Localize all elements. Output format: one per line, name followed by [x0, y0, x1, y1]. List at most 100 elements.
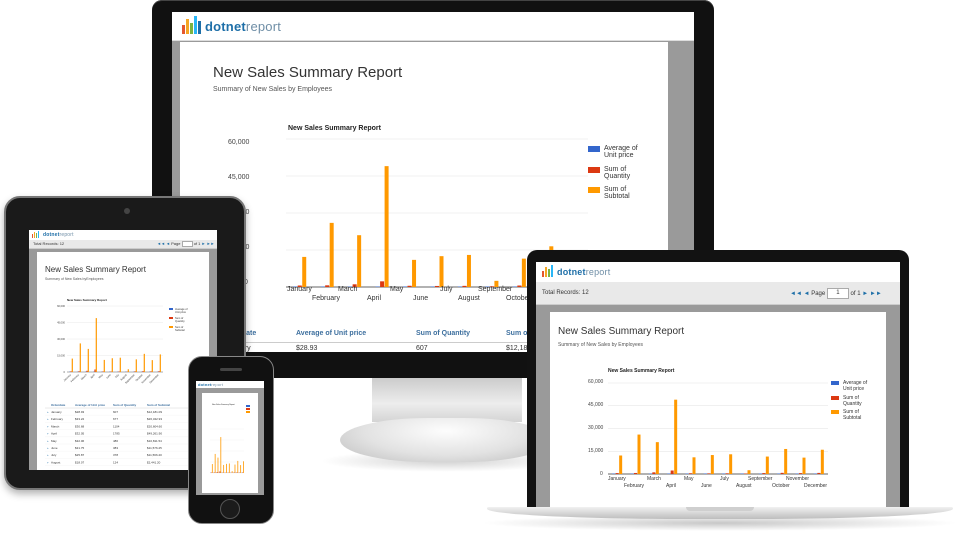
legend-label: Sum of Subtotal	[604, 186, 630, 200]
laptop-shadow	[480, 515, 960, 531]
page-input[interactable]	[181, 241, 193, 247]
bar	[216, 472, 218, 473]
bar-july-qty	[725, 473, 729, 474]
bar-december-sub	[820, 449, 824, 474]
bar	[211, 464, 213, 473]
prev-page-icon[interactable]: ◄	[803, 291, 810, 298]
laptop-screen: dotnetreport Total Records: 12 ◄◄ ◄ Page…	[536, 262, 900, 508]
expand-icon: +	[47, 439, 49, 443]
chart-title: New Sales Summary Report	[67, 298, 107, 302]
expand-icon: +	[47, 460, 49, 464]
page-input[interactable]: 1	[826, 288, 849, 299]
table-cell: July	[51, 453, 57, 457]
y-tick-label: 30,000	[588, 425, 604, 431]
y-tick-label: 45,000	[57, 321, 65, 325]
x-tick-label: April	[89, 373, 96, 380]
bar	[237, 460, 239, 473]
app-logo[interactable]: dotnetreport	[32, 231, 74, 238]
x-tick-label: October	[134, 373, 143, 382]
y-tick-label: 60,000	[588, 379, 604, 385]
x-tick-label: May	[390, 286, 404, 293]
bar-september-qty	[762, 473, 766, 474]
x-tick-label: September	[478, 286, 513, 293]
phone-app-header: dotnetreport	[196, 381, 264, 388]
legend-item-sub[interactable]: Sum of Subtotal	[588, 186, 630, 200]
bar-april-qty	[670, 470, 674, 474]
app-logo[interactable]: dotnetreport	[542, 265, 610, 277]
bar-january-avg	[293, 286, 298, 287]
bar-november-avg	[795, 473, 799, 474]
app-logo[interactable]: dotnetreport	[198, 382, 223, 387]
expand-icon: +	[47, 453, 49, 457]
table-cell: $49,261.90	[147, 432, 162, 436]
legend-item-sub[interactable]: Sum of Subtotal	[831, 409, 861, 421]
bar-november-sub	[802, 457, 806, 474]
report-subtitle: Summary of New Sales by Employees	[558, 342, 644, 348]
last-page-icon[interactable]: ►►	[869, 291, 882, 298]
logo-text: dotnetreport	[557, 267, 611, 277]
logo-bars-icon	[182, 16, 201, 34]
x-tick-label: October	[772, 483, 790, 489]
legend-item-avg[interactable]: Average of Unit price	[588, 145, 638, 159]
column-header: Average of Unit price	[75, 403, 105, 407]
legend-item-qty[interactable]: Sum of Quantity	[588, 166, 630, 180]
legend-label: Average of Unit price	[843, 380, 868, 392]
column-header-sum-quantity[interactable]: Sum of Quantity	[416, 330, 471, 337]
legend-label: Sum of	[175, 325, 183, 329]
bar-january-sub	[619, 455, 623, 474]
bar	[151, 360, 153, 372]
of-label: of	[850, 291, 856, 298]
bar-june-avg	[703, 473, 707, 474]
bar	[240, 465, 242, 473]
bar-july-sub	[729, 454, 733, 474]
x-tick-label: December	[804, 483, 828, 489]
legend-label: Sum of Quantity	[604, 166, 631, 180]
bar	[95, 318, 97, 372]
bar-july-avg	[722, 473, 726, 474]
first-page-icon[interactable]: ◄◄	[790, 291, 802, 298]
legend-item-qty[interactable]: Sum of Quantity	[831, 395, 862, 407]
table-cell: $26,342.93	[147, 417, 162, 421]
x-tick-label: January	[287, 286, 312, 293]
app-logo[interactable]: dotnetreport	[182, 16, 281, 34]
y-tick-label: 60,000	[57, 304, 65, 308]
legend-item-avg[interactable]: Average of Unit price	[831, 380, 867, 392]
next-page-icon[interactable]: ►	[862, 291, 869, 298]
table-cell: $31.75	[75, 446, 85, 450]
bar-december-qty	[817, 472, 821, 474]
bar-september-qty	[517, 285, 522, 287]
legend-label: Average of	[175, 307, 188, 311]
y-tick-label: 15,000	[57, 354, 65, 358]
bar	[87, 348, 89, 372]
pager[interactable]: ◄◄ ◄ Page of 1 ► ►►	[157, 241, 215, 247]
legend-label: Subtotal	[175, 328, 185, 332]
x-tick-label: September	[748, 476, 773, 482]
bar-may-qty	[407, 285, 412, 287]
legend-swatch	[169, 326, 173, 328]
bar-september-sub	[765, 456, 769, 474]
pager: ◄◄ ◄ Page 1 of 1 ► ►►	[790, 288, 882, 299]
x-tick-label: June	[701, 483, 712, 489]
bar	[142, 371, 144, 372]
legend-swatch	[831, 396, 839, 400]
chart-title: New Sales Summary Report	[288, 125, 381, 132]
legend-label: Sum of Subtotal	[843, 409, 862, 421]
bar	[134, 371, 136, 372]
bar	[243, 461, 244, 473]
bar	[242, 472, 243, 473]
bar-march-avg	[348, 286, 353, 287]
bar-july-qty	[462, 285, 467, 287]
expand-icon: +	[47, 446, 49, 450]
y-tick-label: 0	[600, 471, 603, 477]
x-tick-label: February	[70, 372, 81, 383]
laptop-app-header: dotnetreport	[536, 262, 900, 282]
bar-may-avg	[403, 286, 408, 287]
bar	[228, 463, 230, 473]
logo-text: dotnetreport	[198, 382, 224, 387]
column-header-sum-subtotal[interactable]: Sum o	[506, 330, 528, 337]
bar-january-avg	[612, 473, 616, 474]
bar-september-sub	[521, 258, 526, 287]
column-header-avg-unit-price[interactable]: Average of Unit price	[296, 330, 367, 337]
phone-home-button[interactable]	[220, 499, 240, 519]
bar-may-sub	[692, 457, 696, 474]
